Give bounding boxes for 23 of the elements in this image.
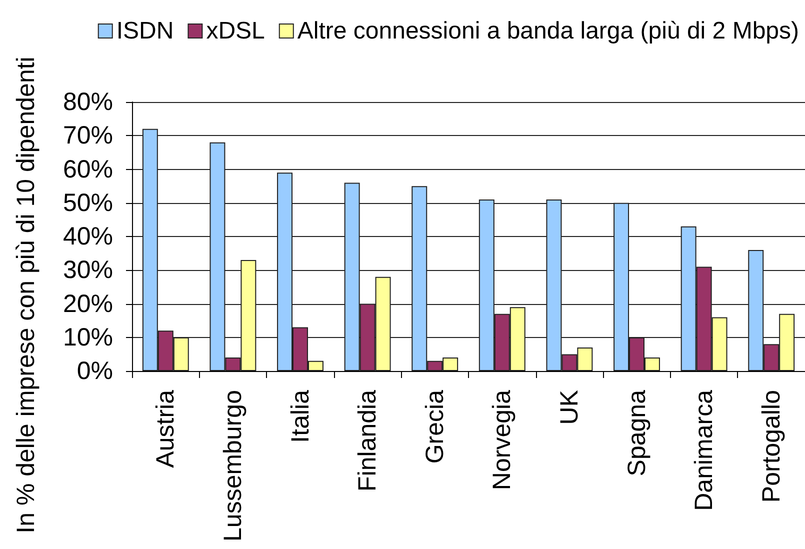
y-axis-title: In % delle imprese con più di 10 dipendenti — [12, 56, 40, 534]
x-tick-label: Italia — [286, 390, 314, 443]
x-tick-label: Finlandia — [354, 390, 382, 492]
y-tick-label: 10% — [62, 323, 113, 352]
y-tick-label: 50% — [62, 188, 113, 217]
y-tick-label: 80% — [62, 88, 113, 116]
y-tick-label: 0% — [76, 357, 113, 385]
legend-label: ISDN — [116, 18, 174, 44]
x-tick-label: Spagna — [622, 390, 651, 476]
y-tick-label: 60% — [62, 155, 113, 184]
y-tick-label: 20% — [62, 290, 113, 318]
x-tick-label: Danimarca — [690, 390, 718, 511]
legend-label: xDSL — [206, 18, 265, 44]
x-tick-label: UK — [555, 390, 584, 425]
legend-label: Altre connessioni a banda larga (più di 2 Mbps) — [297, 18, 800, 44]
y-tick-label: 40% — [62, 222, 113, 250]
y-tick-label: 30% — [62, 256, 113, 284]
y-tick-label: 70% — [62, 122, 113, 150]
x-tick-label: Norvegia — [488, 390, 516, 490]
x-tick-label: Lussemburgo — [218, 390, 247, 542]
x-tick-label: Grecia — [420, 390, 449, 464]
x-tick-label: Portogallo — [757, 390, 786, 503]
x-tick-label: Austria — [152, 390, 180, 468]
